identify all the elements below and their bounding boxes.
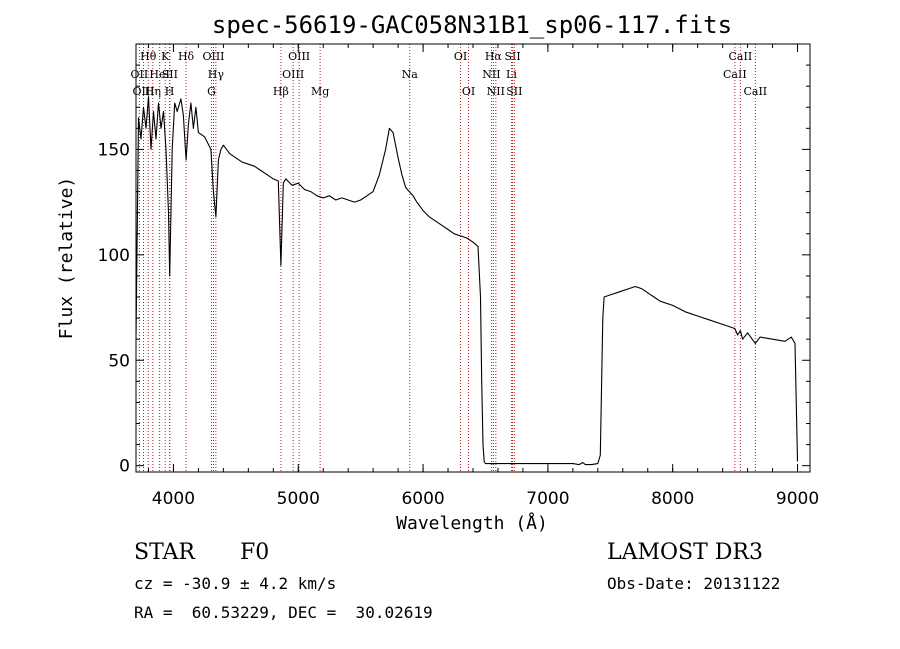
- marker-label: SII: [506, 85, 522, 98]
- marker-label: OIII: [288, 50, 310, 63]
- x-tick-label: 4000: [152, 489, 195, 509]
- marker-label: Hθ: [140, 50, 157, 63]
- redshift-info: cz = -30.9 ± 4.2 km/s: [134, 574, 337, 593]
- coordinates: RA = 60.53229, DEC = 30.02619: [134, 603, 433, 622]
- marker-label: NII: [482, 68, 500, 81]
- marker-label: Li: [506, 68, 517, 81]
- x-axis-label: Wavelength (Å): [396, 512, 548, 534]
- marker-label: Hη: [145, 85, 161, 98]
- marker-label: HeI: [149, 68, 169, 81]
- obs-date: Obs-Date: 20131122: [607, 574, 781, 593]
- marker-label: G: [207, 85, 216, 98]
- marker-label: Hδ: [178, 50, 195, 63]
- y-axis-label: Flux (relative): [56, 177, 77, 340]
- marker-label: SII: [504, 50, 520, 63]
- marker-label: OIII: [202, 50, 224, 63]
- y-tick-label: 100: [98, 246, 130, 266]
- x-tick-label: 8000: [651, 489, 694, 509]
- chart-title: spec-56619-GAC058N31B1_sp06-117.fits: [212, 11, 732, 39]
- marker-label: Na: [402, 68, 419, 81]
- object-subclass: F0: [240, 540, 270, 565]
- marker-label: OI: [462, 85, 475, 98]
- marker-label: OI: [454, 50, 467, 63]
- spectrum-line: [135, 96, 799, 466]
- marker-label: Mg: [311, 85, 329, 98]
- marker-label: Hγ: [208, 68, 225, 81]
- marker-label: OIII: [282, 68, 304, 81]
- marker-label: CaII: [723, 68, 747, 81]
- plot-frame: [135, 43, 811, 473]
- y-tick-label: 0: [119, 457, 130, 477]
- object-class: STAR: [134, 540, 195, 565]
- marker-label: OIII: [132, 85, 154, 98]
- x-tick-label: 7000: [526, 489, 569, 509]
- marker-label: K: [161, 50, 170, 63]
- marker-label: Hα: [485, 50, 503, 63]
- marker-label: OII: [131, 68, 149, 81]
- marker-label: Hβ: [273, 85, 289, 98]
- marker-label: H: [165, 85, 175, 98]
- x-tick-label: 5000: [277, 489, 320, 509]
- series-group: [135, 96, 799, 466]
- y-tick-label: 50: [108, 351, 130, 371]
- x-tick-label: 9000: [776, 489, 819, 509]
- marker-label: NII: [487, 85, 505, 98]
- y-tick-label: 150: [98, 140, 130, 160]
- marker-label: CaII: [729, 50, 753, 63]
- survey-label: LAMOST DR3: [607, 540, 763, 565]
- marker-label: CaII: [743, 85, 767, 98]
- axis-ticks: 4000 5000 6000 7000 8000 9000 0 50 100 150: [98, 44, 819, 509]
- x-tick-label: 6000: [401, 489, 444, 509]
